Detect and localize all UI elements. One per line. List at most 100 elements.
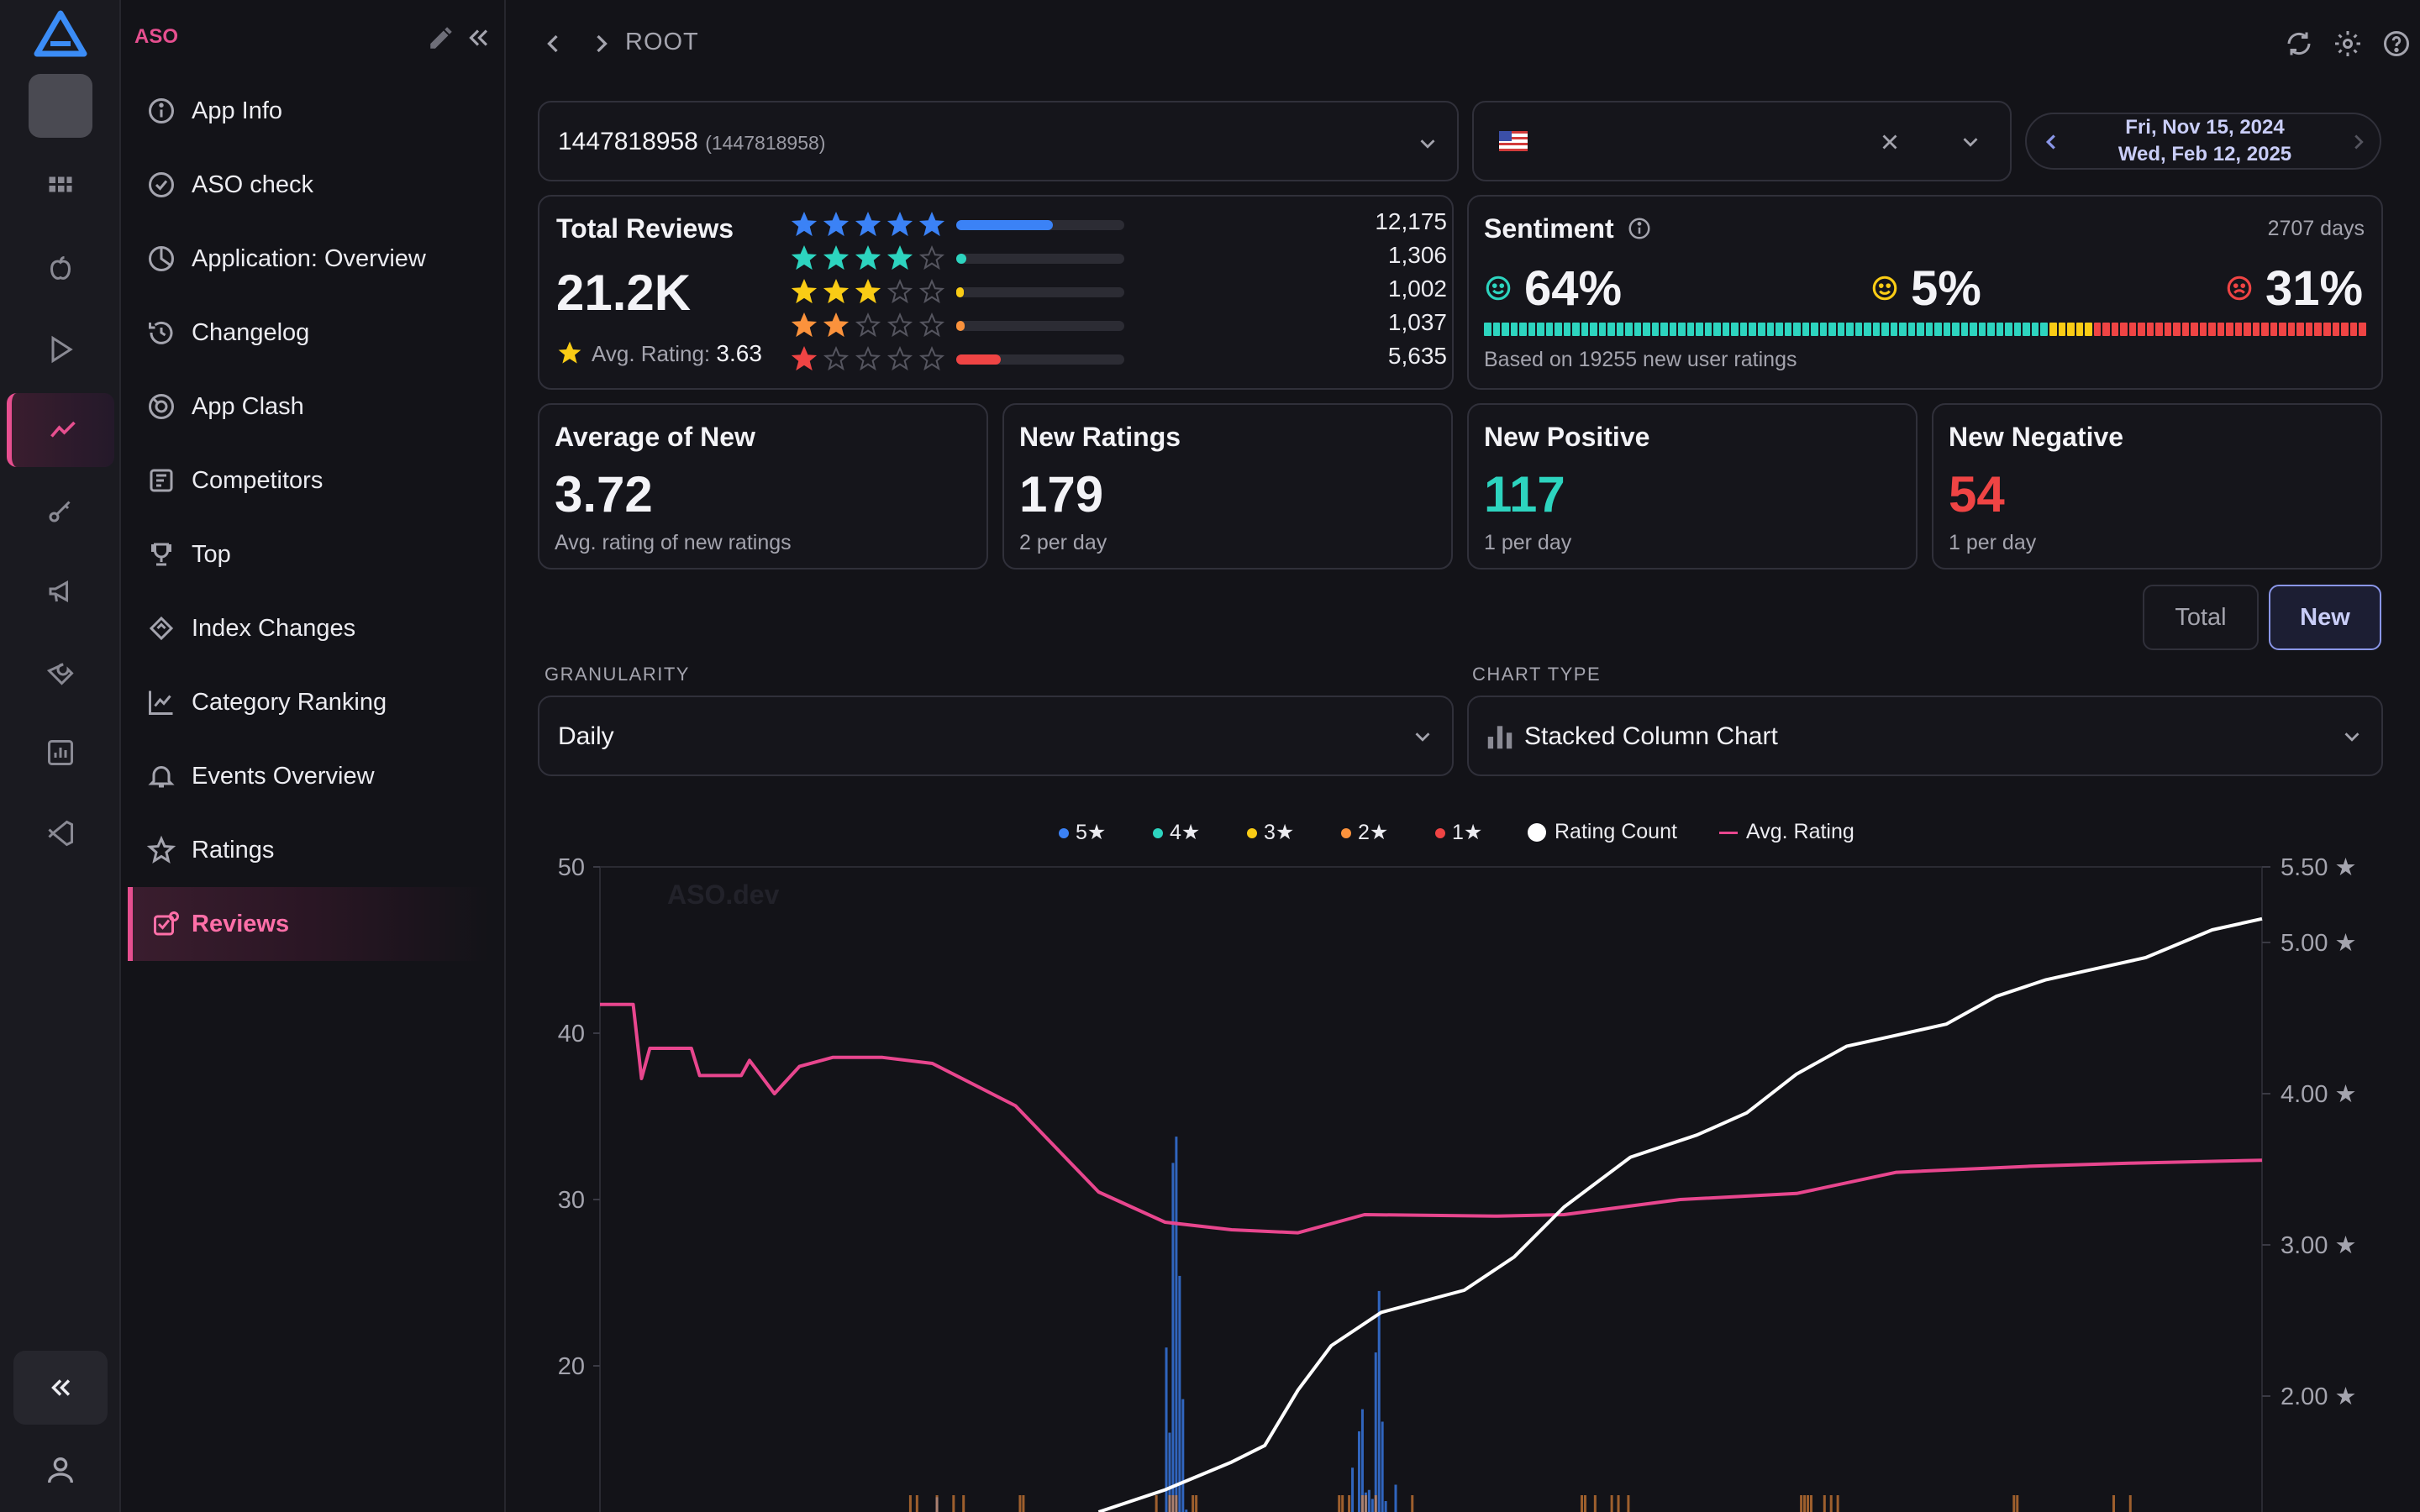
rating-bar[interactable] xyxy=(1377,1290,1381,1512)
rating-bar-low[interactable] xyxy=(1022,1495,1025,1512)
megaphone-icon[interactable] xyxy=(7,554,114,628)
nav-item-category-ranking[interactable]: Category Ranking xyxy=(128,665,489,739)
legend-item[interactable]: 2★ xyxy=(1341,820,1388,845)
tools-icon[interactable] xyxy=(7,635,114,709)
rating-count-line[interactable] xyxy=(1097,916,2263,1512)
legend-item[interactable]: 1★ xyxy=(1435,820,1482,845)
rating-bar-low[interactable] xyxy=(1617,1495,1620,1512)
rating-bar-low[interactable] xyxy=(1171,1495,1175,1512)
back-icon[interactable] xyxy=(538,29,568,59)
report-icon[interactable] xyxy=(7,716,114,790)
rating-bar[interactable] xyxy=(1185,1509,1188,1512)
rating-bar-low[interactable] xyxy=(1807,1495,1810,1512)
clear-icon[interactable] xyxy=(1877,129,1902,155)
avg-rating-line[interactable] xyxy=(600,1002,2263,1235)
nav-item-app-info[interactable]: App Info xyxy=(128,74,489,148)
rating-bar[interactable] xyxy=(1171,1163,1175,1512)
rating-bar-low[interactable] xyxy=(962,1495,965,1512)
new-toggle-button[interactable]: New xyxy=(2269,585,2381,650)
rating-bar-low[interactable] xyxy=(1360,1495,1364,1512)
rating-bar[interactable] xyxy=(1384,1501,1387,1512)
rating-bar-low[interactable] xyxy=(1829,1495,1833,1512)
rating-bar-low[interactable] xyxy=(1348,1495,1351,1512)
chart-type-select[interactable]: Stacked Column Chart xyxy=(1467,696,2383,776)
rating-bar-low[interactable] xyxy=(1836,1495,1839,1512)
rating-bar-low[interactable] xyxy=(2012,1495,2016,1512)
app-select[interactable]: 1447818958 (1447818958) xyxy=(538,101,1459,181)
prev-range-icon[interactable] xyxy=(2039,129,2064,155)
nav-item-events-overview[interactable]: Events Overview xyxy=(128,739,489,813)
legend-item[interactable]: 4★ xyxy=(1153,820,1200,845)
rating-bar-low[interactable] xyxy=(1627,1495,1630,1512)
nav-item-ratings[interactable]: Ratings xyxy=(128,813,489,887)
double-chevron-left-icon[interactable] xyxy=(464,24,492,52)
rating-bar[interactable] xyxy=(1175,1137,1178,1512)
legend-item[interactable]: 3★ xyxy=(1247,820,1294,845)
nav-item-index-changes[interactable]: Index Changes xyxy=(128,591,489,665)
rating-bar[interactable] xyxy=(1178,1275,1181,1512)
rating-bar-low[interactable] xyxy=(1168,1495,1171,1512)
rating-bar[interactable] xyxy=(1394,1484,1397,1512)
legend-item[interactable]: Rating Count xyxy=(1528,820,1677,844)
vscode-icon[interactable] xyxy=(7,796,114,870)
nav-item-competitors[interactable]: Competitors xyxy=(128,444,489,517)
rating-bar-low[interactable] xyxy=(1610,1495,1613,1512)
rating-bar-low[interactable] xyxy=(1583,1495,1586,1512)
user-icon[interactable] xyxy=(44,1453,77,1487)
date-range-picker[interactable]: Fri, Nov 15, 2024 Wed, Feb 12, 2025 xyxy=(2025,113,2381,170)
nav-item-changelog[interactable]: Changelog xyxy=(128,296,489,370)
grid-icon[interactable] xyxy=(7,151,114,225)
rating-bar-low[interactable] xyxy=(1809,1495,1812,1512)
analytics-icon[interactable] xyxy=(7,393,114,467)
refresh-icon[interactable] xyxy=(2284,29,2314,59)
rating-bar-low[interactable] xyxy=(2016,1495,2019,1512)
help-icon[interactable] xyxy=(2381,29,2412,59)
rating-bar-low[interactable] xyxy=(935,1495,939,1512)
nav-item-app-clash[interactable]: App Clash xyxy=(128,370,489,444)
rating-bar-low[interactable] xyxy=(952,1495,955,1512)
rating-bar[interactable] xyxy=(1367,1489,1370,1512)
country-select[interactable] xyxy=(1472,101,2012,181)
nav-item-application-overview[interactable]: Application: Overview xyxy=(128,222,489,296)
rating-bar[interactable] xyxy=(1370,1499,1374,1512)
granularity-select[interactable]: Daily xyxy=(538,696,1454,776)
rating-bar[interactable] xyxy=(1360,1409,1364,1512)
rating-bar-low[interactable] xyxy=(908,1495,912,1512)
app-avatar[interactable] xyxy=(29,74,92,138)
pencil-icon[interactable] xyxy=(427,24,455,52)
nav-item-aso-check[interactable]: ASO check xyxy=(128,148,489,222)
nav-item-top[interactable]: Top xyxy=(128,517,489,591)
rating-bar-low[interactable] xyxy=(2128,1495,2132,1512)
rating-bar[interactable] xyxy=(1374,1352,1377,1512)
rating-bar-low[interactable] xyxy=(1803,1495,1807,1512)
rating-bar-low[interactable] xyxy=(1364,1495,1367,1512)
rating-bar-low[interactable] xyxy=(1155,1495,1158,1512)
rating-bar[interactable] xyxy=(1168,1432,1171,1512)
rating-bar-low[interactable] xyxy=(915,1495,918,1512)
breadcrumb[interactable]: ROOT xyxy=(625,29,699,55)
rating-bar[interactable] xyxy=(1357,1431,1360,1512)
key-icon[interactable] xyxy=(7,474,114,548)
rating-bar-low[interactable] xyxy=(1800,1495,1803,1512)
rating-bar-low[interactable] xyxy=(2112,1495,2115,1512)
rating-bar-low[interactable] xyxy=(1593,1495,1597,1512)
next-range-icon[interactable] xyxy=(2346,129,2371,155)
legend-item[interactable]: 5★ xyxy=(1059,820,1106,845)
gear-icon[interactable] xyxy=(2333,29,2363,59)
rating-bar-low[interactable] xyxy=(1374,1495,1377,1512)
rating-bar-low[interactable] xyxy=(1581,1495,1584,1512)
rating-bar-low[interactable] xyxy=(1338,1495,1341,1512)
rating-bar-low[interactable] xyxy=(1411,1495,1414,1512)
rating-bar-low[interactable] xyxy=(1195,1495,1198,1512)
legend-item[interactable]: Avg. Rating xyxy=(1719,820,1854,844)
total-toggle-button[interactable]: Total xyxy=(2143,585,2259,650)
forward-icon[interactable] xyxy=(587,29,617,59)
aso-logo-icon[interactable] xyxy=(34,10,87,57)
rating-bar[interactable] xyxy=(1351,1467,1355,1512)
rating-bar[interactable] xyxy=(1381,1421,1384,1512)
collapse-rail-button[interactable] xyxy=(13,1351,108,1425)
rating-bar-low[interactable] xyxy=(1175,1495,1178,1512)
play-store-icon[interactable] xyxy=(7,312,114,386)
nav-item-reviews[interactable]: Reviews xyxy=(128,887,489,961)
rating-bar-low[interactable] xyxy=(1192,1495,1195,1512)
